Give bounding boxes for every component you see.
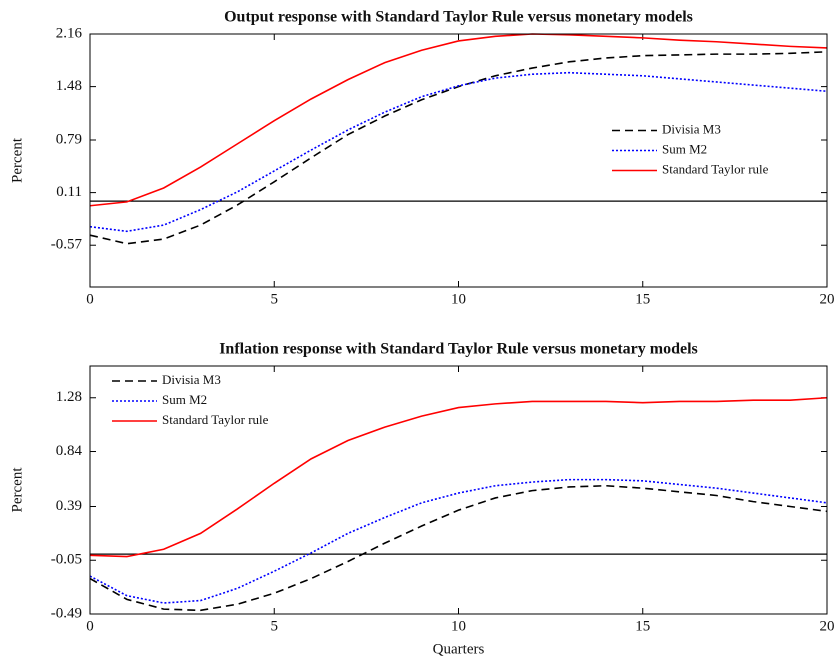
series-line [89,478,828,604]
x-tick-label: 20 [820,291,835,307]
plot-frame [89,33,828,288]
x-tick-label: 10 [451,618,466,634]
series-line [89,33,828,207]
y-axis-label: Percent [9,467,25,513]
y-tick-label: -0.57 [51,237,83,253]
legend-label: Sum M2 [662,141,707,156]
series-line [89,396,828,558]
y-tick-label: 2.16 [56,25,83,41]
x-tick-label: 15 [635,291,650,307]
y-tick-label: -0.49 [51,605,82,621]
legend-label: Divisia M3 [662,121,721,136]
series-line [89,71,828,233]
x-tick-label: 15 [635,618,650,634]
legend-label: Standard Taylor rule [162,412,269,427]
y-tick-label: -0.05 [51,552,82,568]
x-tick-label: 10 [451,291,466,307]
y-tick-label: 0.79 [56,131,82,147]
y-tick-label: 0.39 [56,498,82,514]
legend-label: Divisia M3 [162,372,221,387]
y-tick-label: 1.48 [56,78,82,94]
x-axis-label: Quarters [433,641,485,657]
chart-title: Output response with Standard Taylor Rul… [224,9,693,26]
series-line [89,484,828,612]
y-tick-label: 1.28 [56,389,82,405]
x-tick-label: 5 [271,618,279,634]
x-tick-label: 0 [86,618,94,634]
legend-label: Sum M2 [162,392,207,407]
x-tick-label: 20 [820,618,835,634]
y-axis-label: Percent [9,137,25,183]
y-tick-label: 0.11 [56,184,82,200]
series-line [89,50,828,245]
plot-frame [89,365,828,615]
legend-label: Standard Taylor rule [662,161,769,176]
y-tick-label: 0.84 [56,443,83,459]
x-tick-label: 5 [271,291,279,307]
x-tick-label: 0 [86,291,94,307]
chart-title: Inflation response with Standard Taylor … [219,341,698,358]
